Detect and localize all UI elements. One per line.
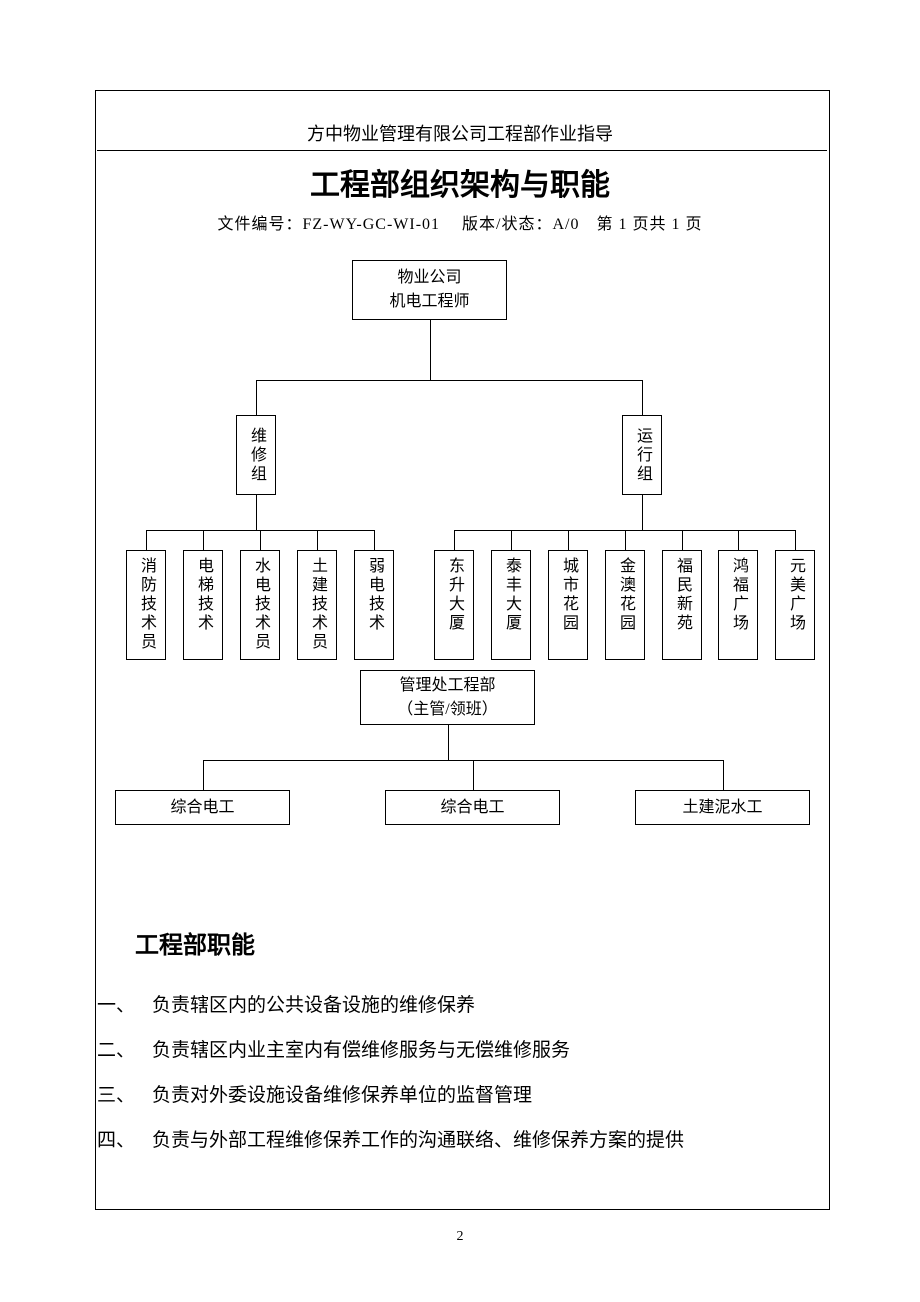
- duties-title: 工程部职能: [135, 925, 255, 960]
- leaf-left-2-label: 水电技术员: [252, 557, 268, 652]
- doc-meta: 文件编号：FZ-WY-GC-WI-01 版本/状态：A/0 第 1 页共 1 页: [0, 210, 920, 234]
- duty-text-1: 负责辖区内业主室内有偿维修服务与无偿维修服务: [152, 1035, 570, 1062]
- leaf-left-2: 水电技术员: [240, 550, 280, 660]
- leaf-right-2-label: 城市花园: [560, 557, 576, 633]
- leaf-left-1-label: 电梯技术: [195, 557, 211, 633]
- connector: [203, 760, 204, 790]
- page-title: 工程部组织架构与职能: [0, 160, 920, 204]
- group-left-label: 维修组: [248, 427, 264, 484]
- node-management: 管理处工程部 （主管/领班）: [360, 670, 535, 725]
- leaf-left-0-label: 消防技术员: [138, 557, 154, 652]
- connector: [511, 530, 512, 550]
- leaf-right-4-label: 福民新苑: [674, 557, 690, 633]
- duty-item-3: 四、负责与外部工程维修保养工作的沟通联络、维修保养方案的提供: [97, 1125, 684, 1152]
- connector: [682, 530, 683, 550]
- root-line1: 物业公司: [397, 269, 461, 286]
- company-line: 方中物业管理有限公司工程部作业指导: [0, 120, 920, 146]
- leaf-right-1: 泰丰大厦: [491, 550, 531, 660]
- root-line2: 机电工程师: [389, 293, 469, 310]
- node-bottom-0: 综合电工: [115, 790, 290, 825]
- connector: [256, 495, 257, 530]
- leaf-left-3-label: 土建技术员: [309, 557, 325, 652]
- connector: [374, 530, 375, 550]
- leaf-left-4: 弱电技术: [354, 550, 394, 660]
- leaf-left-3: 土建技术员: [297, 550, 337, 660]
- mgmt-line1: 管理处工程部: [399, 677, 495, 694]
- connector: [256, 380, 642, 381]
- node-group-operations: 运行组: [622, 415, 662, 495]
- leaf-right-3: 金澳花园: [605, 550, 645, 660]
- duty-item-1: 二、负责辖区内业主室内有偿维修服务与无偿维修服务: [97, 1035, 570, 1062]
- leaf-right-1-label: 泰丰大厦: [503, 557, 519, 633]
- node-bottom-1: 综合电工: [385, 790, 560, 825]
- duty-num-0: 一、: [97, 990, 152, 1017]
- connector: [203, 530, 204, 550]
- duty-num-1: 二、: [97, 1035, 152, 1062]
- connector: [448, 725, 449, 760]
- leaf-left-0: 消防技术员: [126, 550, 166, 660]
- leaf-right-3-label: 金澳花园: [617, 557, 633, 633]
- connector: [317, 530, 318, 550]
- connector: [642, 380, 643, 415]
- connector: [146, 530, 147, 550]
- leaf-right-5-label: 鸿福广场: [730, 557, 746, 633]
- duty-item-2: 三、负责对外委设施设备维修保养单位的监督管理: [97, 1080, 532, 1107]
- leaf-left-1: 电梯技术: [183, 550, 223, 660]
- duty-num-2: 三、: [97, 1080, 152, 1107]
- duty-text-2: 负责对外委设施设备维修保养单位的监督管理: [152, 1080, 532, 1107]
- page-number: 2: [0, 1229, 920, 1245]
- connector: [568, 530, 569, 550]
- connector: [723, 760, 724, 790]
- connector: [256, 380, 257, 415]
- header-rule: [97, 150, 827, 151]
- connector: [738, 530, 739, 550]
- leaf-right-2: 城市花园: [548, 550, 588, 660]
- connector: [203, 760, 723, 761]
- connector: [625, 530, 626, 550]
- duty-item-0: 一、负责辖区内的公共设备设施的维修保养: [97, 990, 475, 1017]
- connector: [473, 760, 474, 790]
- leaf-right-6-label: 元美广场: [787, 557, 803, 633]
- mgmt-line2: （主管/领班）: [397, 701, 497, 718]
- connector: [642, 495, 643, 530]
- leaf-right-0: 东升大厦: [434, 550, 474, 660]
- leaf-right-0-label: 东升大厦: [446, 557, 462, 633]
- duty-text-0: 负责辖区内的公共设备设施的维修保养: [152, 990, 475, 1017]
- node-root: 物业公司 机电工程师: [352, 260, 507, 320]
- duty-text-3: 负责与外部工程维修保养工作的沟通联络、维修保养方案的提供: [152, 1125, 684, 1152]
- connector: [795, 530, 796, 550]
- leaf-right-4: 福民新苑: [662, 550, 702, 660]
- connector: [454, 530, 455, 550]
- duty-num-3: 四、: [97, 1125, 152, 1152]
- group-right-label: 运行组: [634, 427, 650, 484]
- connector: [260, 530, 261, 550]
- leaf-right-6: 元美广场: [775, 550, 815, 660]
- leaf-left-4-label: 弱电技术: [366, 557, 382, 633]
- node-group-maintenance: 维修组: [236, 415, 276, 495]
- leaf-right-5: 鸿福广场: [718, 550, 758, 660]
- node-bottom-2: 土建泥水工: [635, 790, 810, 825]
- connector: [430, 320, 431, 380]
